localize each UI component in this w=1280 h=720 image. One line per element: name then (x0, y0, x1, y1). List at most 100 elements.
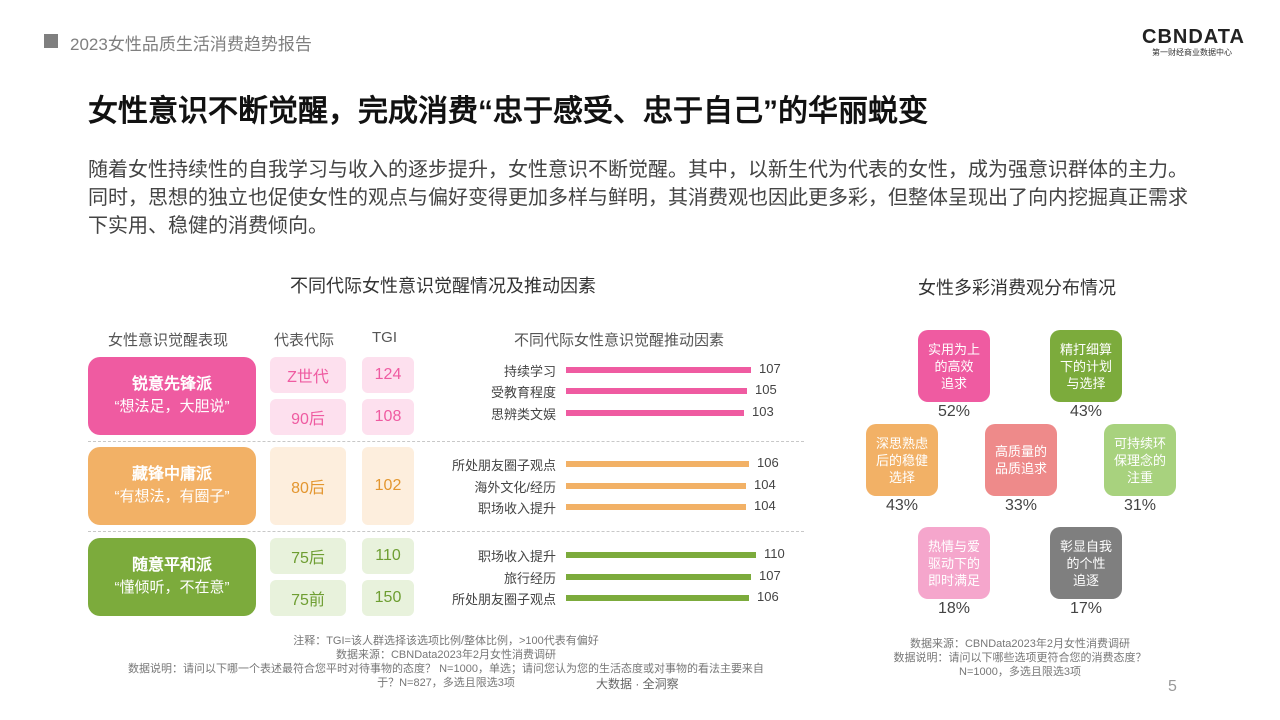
bar-value: 104 (754, 498, 776, 513)
tile-text: 彰显自我 的个性 追逐 (1060, 538, 1112, 589)
bar (566, 552, 756, 558)
col-header-factors: 不同代际女性意识觉醒推动因素 (514, 332, 725, 349)
bar-label: 职场收入提升 (477, 549, 556, 564)
group-box-pioneer: 锐意先锋派 “想法足，大胆说” (88, 357, 256, 435)
tile-line: 保理念的 (1113, 452, 1166, 468)
col-header-expression: 女性意识觉醒表现 (108, 332, 229, 349)
tile-line: 高质量的 (994, 444, 1047, 459)
bar-value: 106 (757, 589, 779, 604)
consumption-tile: 精打细算 下的计划 与选择 (1050, 330, 1122, 402)
logo-subtitle: 第一财经商业数据中心 (1152, 48, 1232, 57)
bar-label: 海外文化/经历 (474, 480, 556, 495)
note-source: 数据来源：CBNData2023年2月女性消费调研 (909, 638, 1131, 650)
group-box-moderate: 藏锋中庸派 “有想法，有圈子” (88, 447, 256, 525)
consumption-tile: 彰显自我 的个性 追逐 (1050, 527, 1122, 599)
tile-line: 选择 (888, 469, 915, 485)
group-slogan: “懂倾听，不在意” (114, 579, 230, 596)
intro-paragraph: 随着女性持续性的自我学习与收入的逐步提升，女性意识不断觉醒。其中，以新生代为代表… (88, 159, 1188, 237)
tile-line: 实用为上 (927, 341, 980, 357)
bar-label: 受教育程度 (490, 385, 556, 400)
tile-percent: 43% (1069, 403, 1103, 420)
note-explain: 数据说明：请问以下哪些选项更符合您的消费态度？ (893, 652, 1147, 664)
source-tag: 大数据 · 全洞察 (596, 677, 679, 691)
tile-line: 追求 (940, 375, 967, 391)
bar (566, 483, 746, 489)
page-number: 5 (1168, 678, 1177, 695)
tile-line: 下的计划 (1059, 358, 1112, 374)
tile-text: 热情与爱 驱动下的 即时满足 (928, 538, 980, 589)
page-title: 女性意识不断觉醒，完成消费“忠于感受、忠于自己”的华丽蜕变 (88, 95, 928, 128)
bar-label: 所处朋友圈子观点 (451, 592, 556, 607)
group-divider (88, 441, 804, 442)
consumption-tile: 可持续环 保理念的 注重 (1104, 424, 1176, 496)
tgi-cell: 108 (362, 399, 414, 435)
tile-line: 即时满足 (927, 572, 980, 588)
group-name: 藏锋中庸派 (131, 466, 212, 483)
tile-line: 热情与爱 (927, 538, 980, 554)
bar-label: 所处朋友圈子观点 (451, 458, 556, 473)
tile-text: 精打细算 下的计划 与选择 (1060, 341, 1112, 392)
col-header-generation: 代表代际 (274, 332, 335, 349)
tile-line: 彰显自我 (1059, 538, 1112, 554)
logo-text: CBNDATA (1142, 26, 1245, 48)
tile-line: 的个性 (1066, 555, 1106, 571)
note-tgi: 注释：TGI=该人群选择该选项比例/整体比例，>100代表有偏好 (293, 635, 599, 647)
col-header-tgi: TGI (372, 329, 397, 346)
tile-line: 后的稳健 (875, 452, 928, 468)
tile-percent: 31% (1123, 497, 1157, 514)
generation-cell: 90后 (270, 399, 346, 435)
bar-value: 103 (752, 404, 774, 419)
note-explain-cont: 于？N=827，多选且限选3项 大数据 · 全洞察 (88, 676, 804, 691)
bar-value: 105 (755, 382, 777, 397)
right-section-title: 女性多彩消费观分布情况 (918, 278, 1116, 298)
generation-cell: 75后 (270, 538, 346, 574)
tile-text: 深思熟虑 后的稳健 选择 (876, 435, 928, 486)
bar-value: 107 (759, 568, 781, 583)
tgi-cell: 102 (362, 447, 414, 525)
tile-line: 追逐 (1072, 572, 1099, 588)
group-name: 随意平和派 (131, 557, 212, 574)
generation-cell: 80后 (270, 447, 346, 525)
tile-line: 的高效 (934, 358, 974, 374)
brand-logo: CBNDATA 第一财经商业数据中心 (1142, 26, 1245, 58)
tile-line: 可持续环 (1113, 435, 1166, 451)
bar-value: 104 (754, 477, 776, 492)
bar-value: 107 (759, 361, 781, 376)
group-box-casual: 随意平和派 “懂倾听，不在意” (88, 538, 256, 616)
left-notes: 注释：TGI=该人群选择该选项比例/整体比例，>100代表有偏好 数据来源：CB… (88, 634, 804, 691)
generation-cell: 75前 (270, 580, 346, 616)
bar-value: 106 (757, 455, 779, 470)
tile-line: 驱动下的 (927, 555, 980, 571)
tgi-cell: 110 (362, 538, 414, 574)
left-section-title: 不同代际女性意识觉醒情况及推动因素 (290, 276, 596, 296)
bar-label: 持续学习 (503, 364, 556, 379)
bar-label: 旅行经历 (503, 571, 556, 586)
bar (566, 388, 747, 394)
note-sample: N=1000，多选且限选3项 (959, 666, 1081, 678)
consumption-tile: 实用为上 的高效 追求 (918, 330, 990, 402)
bar (566, 574, 751, 580)
tile-percent: 17% (1069, 600, 1103, 617)
tile-line: 品质追求 (994, 461, 1047, 476)
group-slogan: “有想法，有圈子” (114, 488, 230, 505)
tgi-cell: 150 (362, 580, 414, 616)
tile-percent: 52% (937, 403, 971, 420)
tile-line: 注重 (1126, 469, 1153, 485)
bar (566, 461, 749, 467)
tile-percent: 33% (1004, 497, 1038, 514)
consumption-tile: 热情与爱 驱动下的 即时满足 (918, 527, 990, 599)
note-explain-line2: 于？N=827，多选且限选3项 (377, 677, 515, 689)
tile-percent: 18% (937, 600, 971, 617)
header-square-icon (44, 34, 58, 48)
bar (566, 504, 746, 510)
bar (566, 410, 744, 416)
group-name: 锐意先锋派 (131, 376, 212, 393)
consumption-tile: 深思熟虑 后的稳健 选择 (866, 424, 938, 496)
bar-label: 职场收入提升 (477, 501, 556, 516)
consumption-tile: 高质量的 品质追求 (985, 424, 1057, 496)
group-slogan: “想法足，大胆说” (114, 398, 230, 415)
bar (566, 595, 749, 601)
tile-text: 可持续环 保理念的 注重 (1114, 435, 1166, 486)
generation-cell: Z世代 (270, 357, 346, 393)
tgi-cell: 124 (362, 357, 414, 393)
